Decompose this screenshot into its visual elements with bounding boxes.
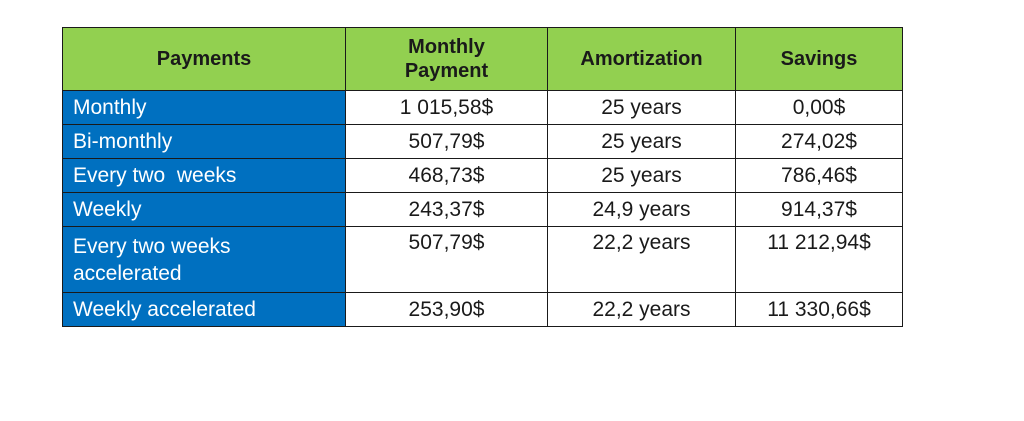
table-row: Weekly accelerated 253,90$ 22,2 years 11… bbox=[62, 292, 903, 327]
row-monthly-payment: 253,90$ bbox=[345, 292, 548, 327]
row-amortization: 24,9 years bbox=[547, 192, 736, 227]
row-payment-label: Bi-monthly bbox=[62, 124, 346, 159]
row-payment-label: Weekly bbox=[62, 192, 346, 227]
row-payment-label: Weekly accelerated bbox=[62, 292, 346, 327]
row-amortization: 25 years bbox=[547, 124, 736, 159]
table-row: Weekly 243,37$ 24,9 years 914,37$ bbox=[62, 192, 903, 227]
header-monthly-payment: Monthly Payment bbox=[345, 27, 548, 91]
row-payment-label: Every two weeks bbox=[62, 158, 346, 193]
header-savings: Savings bbox=[735, 27, 903, 91]
table-row: Every two weeks 468,73$ 25 years 786,46$ bbox=[62, 158, 903, 193]
row-savings: 274,02$ bbox=[735, 124, 903, 159]
payment-comparison-table: Payments Monthly Payment Amortization Sa… bbox=[62, 27, 903, 327]
row-savings: 786,46$ bbox=[735, 158, 903, 193]
row-monthly-payment: 507,79$ bbox=[345, 226, 548, 293]
row-amortization: 25 years bbox=[547, 158, 736, 193]
header-payments: Payments bbox=[62, 27, 346, 91]
payment-comparison-table-container: Payments Monthly Payment Amortization Sa… bbox=[62, 27, 903, 327]
row-monthly-payment: 468,73$ bbox=[345, 158, 548, 193]
header-amortization: Amortization bbox=[547, 27, 736, 91]
row-payment-label: Every two weeks accelerated bbox=[62, 226, 346, 293]
row-monthly-payment: 507,79$ bbox=[345, 124, 548, 159]
row-savings: 0,00$ bbox=[735, 90, 903, 125]
table-header-row: Payments Monthly Payment Amortization Sa… bbox=[62, 27, 903, 91]
row-payment-label: Monthly bbox=[62, 90, 346, 125]
row-monthly-payment: 243,37$ bbox=[345, 192, 548, 227]
row-savings: 11 212,94$ bbox=[735, 226, 903, 293]
table-row: Every two weeks accelerated 507,79$ 22,2… bbox=[62, 226, 903, 293]
table-row: Monthly 1 015,58$ 25 years 0,00$ bbox=[62, 90, 903, 125]
row-amortization: 22,2 years bbox=[547, 292, 736, 327]
table-row: Bi-monthly 507,79$ 25 years 274,02$ bbox=[62, 124, 903, 159]
row-monthly-payment: 1 015,58$ bbox=[345, 90, 548, 125]
row-amortization: 25 years bbox=[547, 90, 736, 125]
row-savings: 914,37$ bbox=[735, 192, 903, 227]
row-savings: 11 330,66$ bbox=[735, 292, 903, 327]
row-amortization: 22,2 years bbox=[547, 226, 736, 293]
